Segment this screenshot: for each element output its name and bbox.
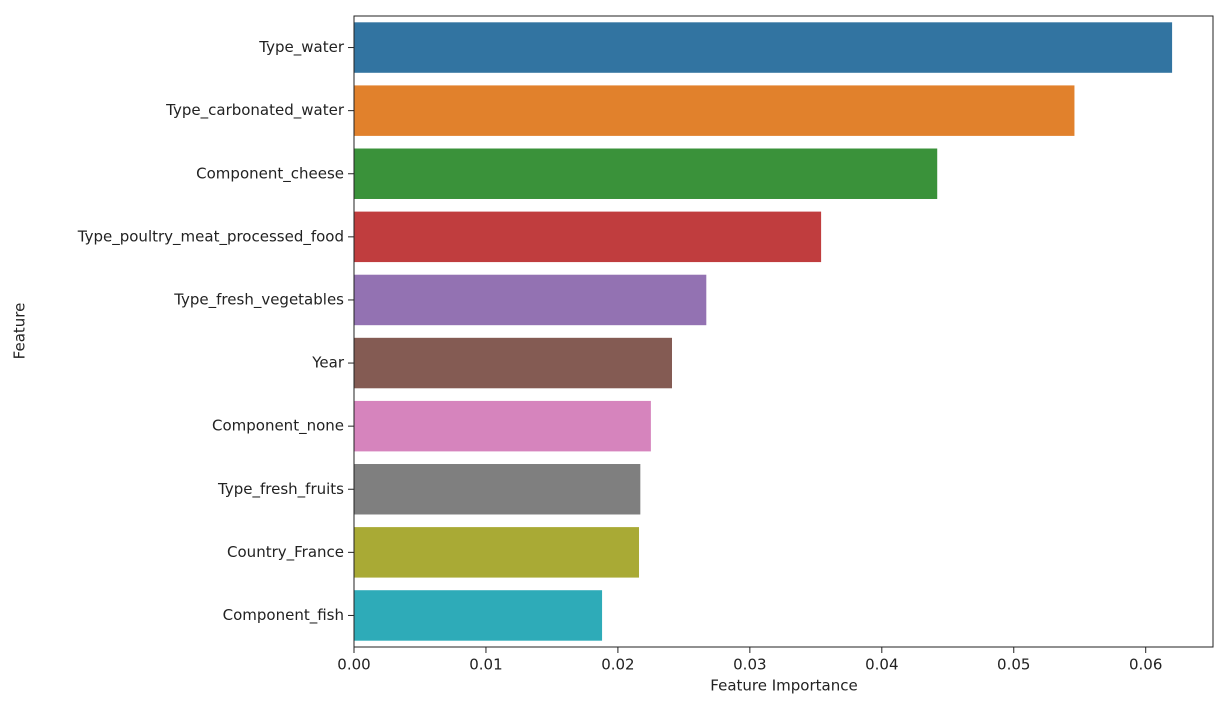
bar bbox=[354, 337, 673, 389]
bar bbox=[354, 148, 938, 199]
x-tick-label: 0.03 bbox=[733, 656, 766, 674]
y-tick-label: Type_carbonated_water bbox=[165, 101, 345, 120]
x-tick-label: 0.00 bbox=[337, 656, 370, 674]
x-tick-label: 0.05 bbox=[997, 656, 1030, 674]
y-tick-label: Type_water bbox=[258, 38, 345, 57]
bar bbox=[354, 527, 640, 578]
bar bbox=[354, 211, 822, 263]
y-tick-label: Component_none bbox=[212, 417, 344, 436]
bar bbox=[354, 464, 641, 515]
y-tick-label: Year bbox=[311, 354, 345, 372]
bar bbox=[354, 22, 1173, 73]
y-tick-label: Type_poultry_meat_processed_food bbox=[77, 227, 344, 246]
x-tick-label: 0.01 bbox=[469, 656, 502, 674]
y-tick-label: Component_fish bbox=[223, 606, 344, 625]
y-axis-label: Feature bbox=[11, 303, 29, 360]
bar bbox=[354, 400, 651, 452]
y-tick-label: Type_fresh_fruits bbox=[217, 480, 344, 499]
plot-frame bbox=[353, 15, 1214, 648]
y-tick-label: Type_fresh_vegetables bbox=[173, 290, 344, 309]
bar bbox=[354, 274, 707, 326]
bar bbox=[354, 85, 1075, 136]
x-tick-label: 0.02 bbox=[601, 656, 634, 674]
x-tick-label: 0.06 bbox=[1129, 656, 1162, 674]
x-tick-label: 0.04 bbox=[865, 656, 898, 674]
bar bbox=[354, 590, 603, 641]
y-tick-label: Component_cheese bbox=[196, 164, 344, 183]
y-tick-label: Country_France bbox=[227, 543, 344, 562]
x-axis-label: Feature Importance bbox=[710, 677, 857, 695]
